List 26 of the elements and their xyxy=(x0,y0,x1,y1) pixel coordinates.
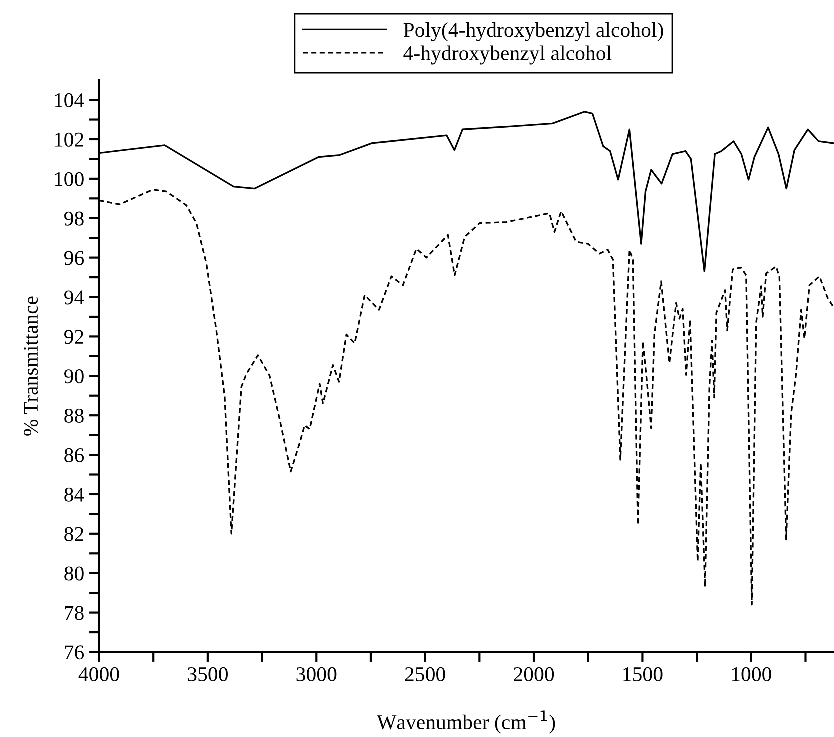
legend-label: Poly(4-hydroxybenzyl alcohol) xyxy=(404,22,664,42)
y-tick-label: 84 xyxy=(64,488,84,502)
y-tick-label: 96 xyxy=(64,251,84,266)
y-tick-label: 94 xyxy=(64,290,84,305)
x-tick-label: 1000 xyxy=(732,667,772,682)
y-tick-label: 86 xyxy=(64,448,84,462)
x-tick-label: 3000 xyxy=(296,667,337,682)
legend-label: 4-hydroxybenzyl alcohol xyxy=(404,46,612,65)
x-tick-label: 4000 xyxy=(78,667,120,682)
y-tick-label: 100 xyxy=(55,172,84,186)
y-tick-label: 88 xyxy=(64,408,84,424)
y-tick-label: 82 xyxy=(64,527,84,542)
y-tick-label: 90 xyxy=(64,370,84,384)
y-tick-label: 104 xyxy=(55,93,84,108)
y-tick-label: 98 xyxy=(64,212,84,226)
x-tick-label: 2000 xyxy=(514,667,554,682)
x-axis-title: Wavenumber (cm$^{−1}$) xyxy=(377,710,556,734)
x-tick-label: 1500 xyxy=(624,667,663,682)
x-tick-label: 2500 xyxy=(405,667,446,682)
y-tick-label: 76 xyxy=(65,646,84,660)
x-tick-label: 3500 xyxy=(188,667,228,682)
y-tick-label: 80 xyxy=(64,566,84,581)
y-axis-title: % Transmittance xyxy=(24,296,38,436)
y-tick-label: 102 xyxy=(55,132,84,147)
y-tick-label: 78 xyxy=(65,606,84,620)
y-tick-label: 92 xyxy=(64,330,84,344)
